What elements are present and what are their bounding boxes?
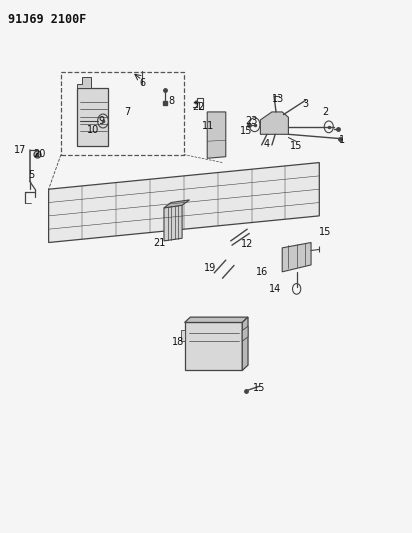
Polygon shape <box>49 163 319 243</box>
Polygon shape <box>242 317 248 370</box>
Text: 6: 6 <box>139 78 145 87</box>
Text: 13: 13 <box>272 94 284 103</box>
Text: 15: 15 <box>290 141 302 150</box>
Text: 22: 22 <box>192 102 205 111</box>
Bar <box>61 72 184 155</box>
Polygon shape <box>164 205 182 241</box>
Text: 15: 15 <box>253 383 266 393</box>
Bar <box>181 330 185 341</box>
Text: 1: 1 <box>339 135 345 145</box>
Text: 2: 2 <box>322 107 329 117</box>
Polygon shape <box>77 77 91 88</box>
Text: 17: 17 <box>14 146 26 155</box>
Text: 15: 15 <box>319 227 332 237</box>
Text: 14: 14 <box>269 285 281 294</box>
Text: 10: 10 <box>87 125 99 134</box>
Text: 12: 12 <box>241 239 253 249</box>
Text: 7: 7 <box>124 107 131 117</box>
Text: 15: 15 <box>240 126 253 135</box>
Text: 18: 18 <box>172 337 184 347</box>
Text: 21: 21 <box>154 238 166 247</box>
Polygon shape <box>164 200 190 208</box>
Text: 9: 9 <box>98 116 104 126</box>
Polygon shape <box>185 322 242 370</box>
Polygon shape <box>260 112 288 134</box>
Polygon shape <box>185 317 248 322</box>
Bar <box>77 88 108 146</box>
Text: 16: 16 <box>255 267 268 277</box>
Polygon shape <box>207 112 226 158</box>
Polygon shape <box>282 243 311 272</box>
Text: 91J69 2100F: 91J69 2100F <box>8 13 87 26</box>
Text: 8: 8 <box>168 96 174 106</box>
Text: 19: 19 <box>204 263 216 273</box>
Text: 4: 4 <box>264 139 270 149</box>
Text: 3: 3 <box>302 99 308 109</box>
Text: 11: 11 <box>202 122 214 131</box>
Text: 20: 20 <box>33 149 45 158</box>
Text: 5: 5 <box>28 170 34 180</box>
Text: 23: 23 <box>245 116 258 126</box>
Polygon shape <box>242 326 248 341</box>
